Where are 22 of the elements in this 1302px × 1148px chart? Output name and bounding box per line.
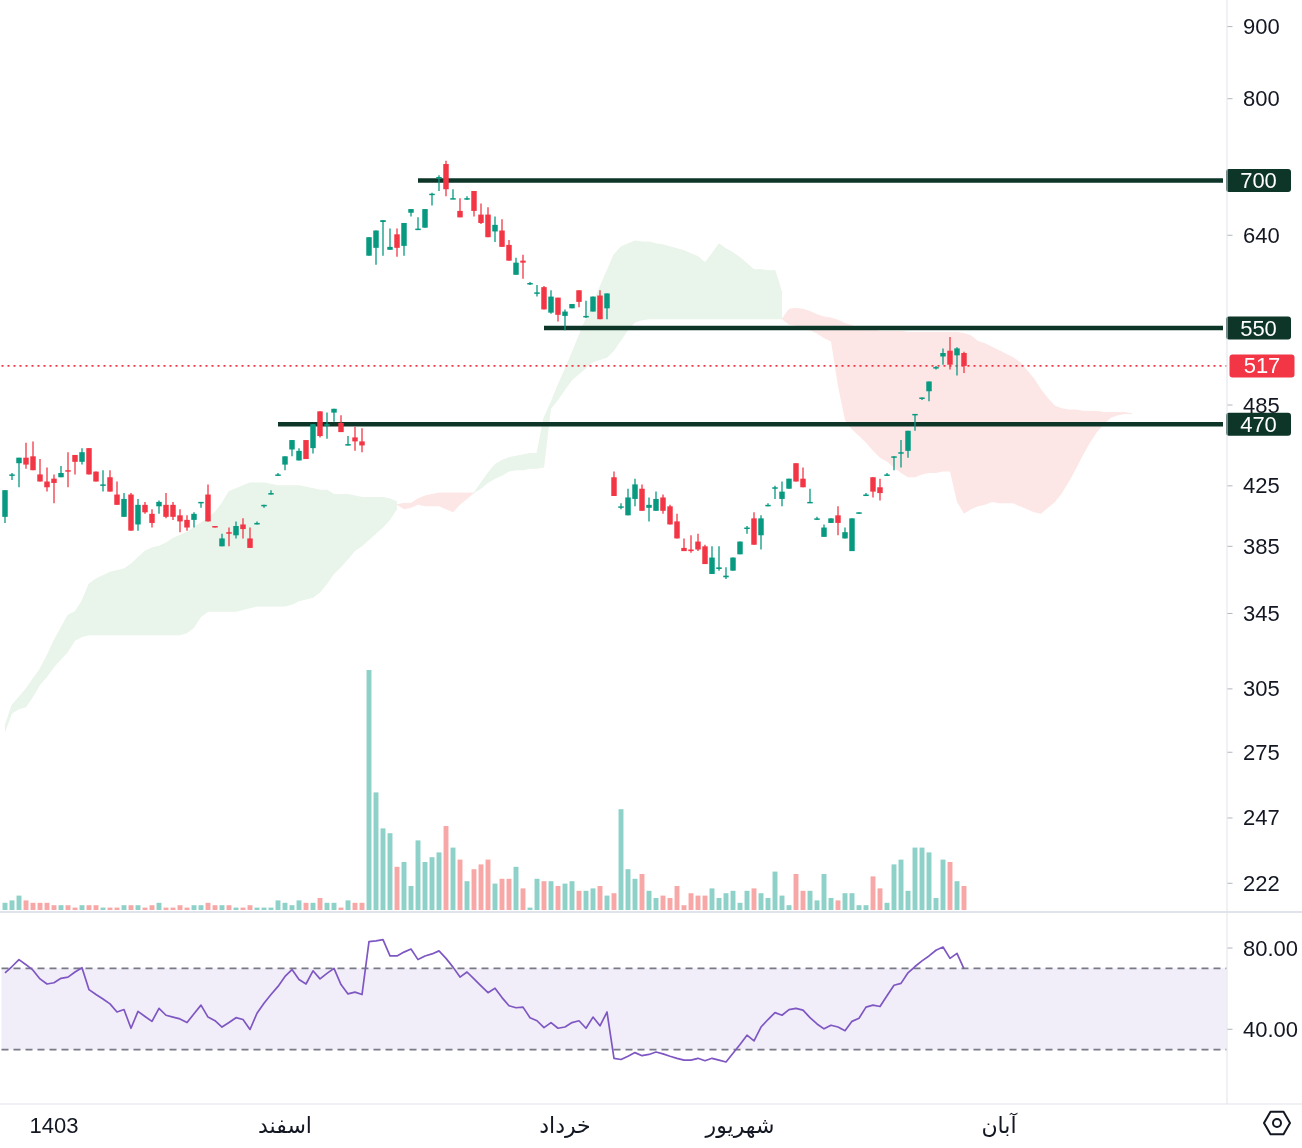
y-tick-label: 40.00	[1243, 1016, 1299, 1042]
y-tick-label: 640	[1243, 222, 1280, 248]
y-tick-label: 900	[1243, 14, 1280, 40]
data-label: 700	[1240, 167, 1277, 193]
y-tick-label: 222	[1243, 870, 1280, 896]
ref-line-label: 517	[1243, 353, 1281, 379]
line-series	[4, 938, 965, 1063]
x-tick-label: خرداد	[539, 1112, 591, 1138]
y-tick-label: 275	[1243, 739, 1280, 765]
y-tick-label: 247	[1243, 805, 1280, 831]
data-label: 550	[1240, 315, 1277, 341]
y-tick-label: 305	[1243, 676, 1280, 702]
y-tick-label: 385	[1243, 533, 1280, 559]
y-tick-label: 345	[1243, 600, 1280, 626]
x-tick-label: شهریور	[704, 1112, 775, 1138]
x-tick-label: اسفند	[258, 1112, 312, 1138]
y-tick-label: 800	[1243, 86, 1280, 112]
y-tick-label: 485	[1243, 392, 1280, 418]
y-tick-label: 80.00	[1243, 935, 1299, 961]
y-tick-label: 425	[1243, 473, 1280, 499]
x-tick-label: آبان	[981, 1111, 1018, 1138]
x-tick-label: 1403	[29, 1112, 79, 1138]
